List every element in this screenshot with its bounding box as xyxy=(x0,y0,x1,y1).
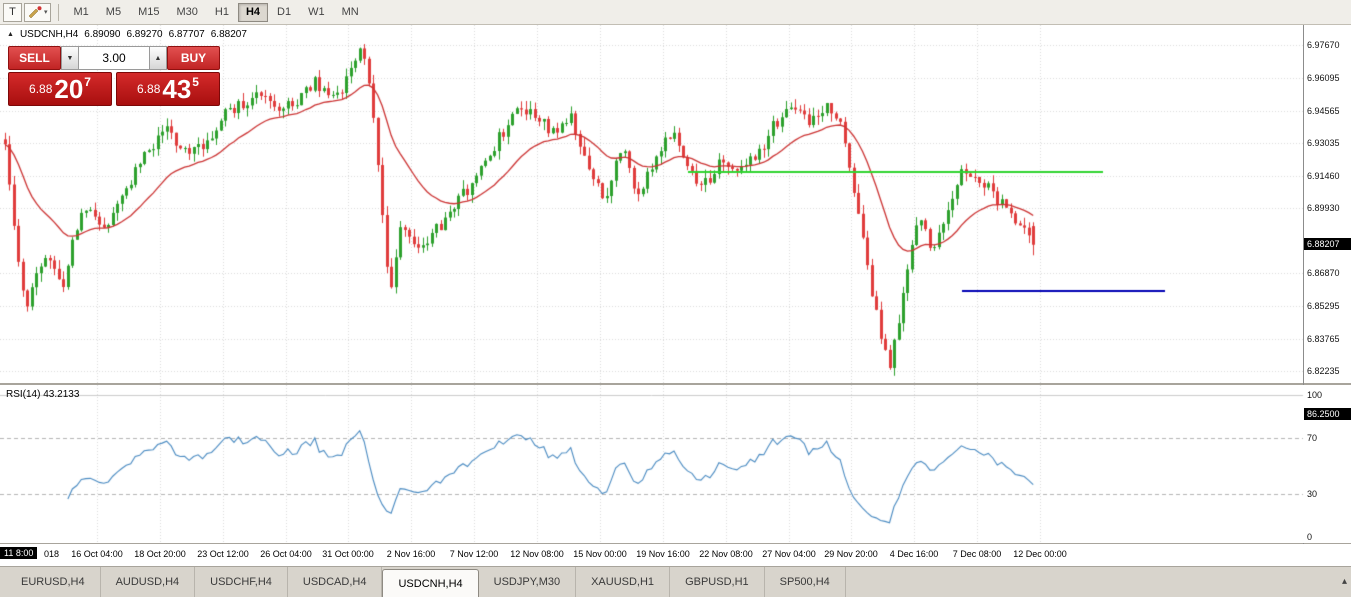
bid-price[interactable]: 6.88 20 7 xyxy=(8,72,112,106)
rsi-axis-separator xyxy=(0,543,1351,544)
time-axis-label: 29 Nov 20:00 xyxy=(824,549,878,559)
bid-price-big: 20 xyxy=(54,74,84,104)
bid-price-small: 6.88 xyxy=(29,82,53,96)
one-click-trade-panel: SELL ▼ 3.00 ▲ BUY 6.88 20 7 6.88 43 5 xyxy=(8,46,220,106)
current-price-badge: 6.88207 xyxy=(1304,237,1351,250)
time-axis-label: 18 Oct 20:00 xyxy=(134,549,186,559)
sell-button[interactable]: SELL xyxy=(8,46,61,70)
chart-open-value: 6.89090 xyxy=(84,29,121,40)
rsi-scale-label: 30 xyxy=(1307,489,1318,500)
time-axis-label: 22 Nov 08:00 xyxy=(699,549,753,559)
rsi-label: RSI(14) 43.2133 xyxy=(6,389,80,400)
timeframe-button-mn[interactable]: MN xyxy=(341,6,359,18)
tab-gbpusd[interactable]: GBPUSD,H1 xyxy=(670,567,765,597)
time-axis-label: 27 Nov 04:00 xyxy=(762,549,816,559)
price-scale-label: 6.86870 xyxy=(1307,267,1340,278)
rsi-scale-label: 0 xyxy=(1307,532,1313,542)
volume-input[interactable]: 3.00 xyxy=(79,46,149,70)
rsi-badge: 86.2500 xyxy=(1304,407,1351,420)
chart-low-value: 6.87707 xyxy=(168,29,205,40)
timeframe-button-m15[interactable]: M15 xyxy=(138,6,160,18)
tab-audusd[interactable]: AUDUSD,H4 xyxy=(101,567,196,597)
ask-price-small: 6.88 xyxy=(137,82,161,96)
tab-eurusd[interactable]: EURUSD,H4 xyxy=(6,567,101,597)
main-chart-canvas[interactable] xyxy=(0,25,1351,383)
tick-up-icon: ▲ xyxy=(7,31,14,38)
time-axis-label: 12 Dec 00:00 xyxy=(1013,549,1067,559)
chart-info: ▲ USDCNH,H4 6.89090 6.89270 6.87707 6.88… xyxy=(7,29,247,40)
time-axis[interactable]: 11 8:00 018 16 Oct 04:00 18 Oct 20:00 23 O… xyxy=(0,544,1351,566)
time-axis-label: 31 Oct 00:00 xyxy=(322,549,374,559)
price-scale-label: 6.97670 xyxy=(1307,39,1340,50)
ask-price[interactable]: 6.88 43 5 xyxy=(116,72,220,106)
price-scale-label: 6.93035 xyxy=(1307,137,1340,148)
timeframe-group: M1 M5 M15 M30 H1 H4 D1 W1 MN xyxy=(66,2,367,22)
buy-button[interactable]: BUY xyxy=(167,46,220,70)
chevron-down-icon: ▾ xyxy=(44,9,48,16)
time-axis-label: 2 Nov 16:00 xyxy=(386,549,436,559)
timeframe-button-h4[interactable]: H4 xyxy=(237,2,269,22)
time-axis-label: 12 Nov 08:00 xyxy=(510,549,564,559)
axis-tabs-separator xyxy=(0,566,1351,567)
chart-tab-bar: EURUSD,H4 AUDUSD,H4 USDCHF,H4 USDCAD,H4 USDC… xyxy=(0,567,1351,597)
ask-price-sup: 5 xyxy=(192,75,199,89)
draw-style-button[interactable]: ▾ xyxy=(24,2,51,22)
chart-symbol-period: USDCNH,H4 xyxy=(19,29,79,40)
price-scale-divider xyxy=(1303,25,1304,566)
volume-increase-button[interactable]: ▲ xyxy=(149,46,167,70)
time-axis-label: 4 Dec 16:00 xyxy=(889,549,939,559)
price-scale-label: 6.91460 xyxy=(1307,171,1340,182)
chart-close-value: 6.88207 xyxy=(210,29,247,40)
tab-scroll-icon[interactable]: ▴ xyxy=(1341,576,1347,587)
tab-usdjpy[interactable]: USDJPY,M30 xyxy=(479,567,577,597)
volume-decrease-button[interactable]: ▼ xyxy=(61,46,79,70)
trade-panel-controls: SELL ▼ 3.00 ▲ BUY xyxy=(8,46,220,70)
rsi-scale-label: 70 xyxy=(1307,432,1318,443)
timeframe-button-w1[interactable]: W1 xyxy=(308,6,325,18)
tab-usdchf[interactable]: USDCHF,H4 xyxy=(195,567,288,597)
chart-tabs: EURUSD,H4 AUDUSD,H4 USDCHF,H4 USDCAD,H4 USDC… xyxy=(0,567,846,597)
draw-style-icon xyxy=(28,6,42,19)
chart-rsi-splitter[interactable] xyxy=(0,383,1351,385)
time-axis-label: 15 Nov 00:00 xyxy=(573,549,627,559)
time-axis-label: 16 Oct 04:00 xyxy=(71,549,123,559)
ask-price-big: 43 xyxy=(162,74,192,104)
top-toolbar: T ▾ M1 M5 M15 M30 H1 H4 D1 W1 MN xyxy=(0,0,1351,25)
timeframe-button-d1[interactable]: D1 xyxy=(277,6,292,18)
price-scale-label: 6.94565 xyxy=(1307,105,1340,116)
tab-usdcnh[interactable]: USDCNH,H4 xyxy=(382,569,479,597)
timeframe-button-h1[interactable]: H1 xyxy=(214,6,229,18)
bid-price-sup: 7 xyxy=(84,75,91,89)
time-axis-label: 23 Oct 12:00 xyxy=(197,549,249,559)
price-scale-label: 6.85295 xyxy=(1307,301,1340,312)
time-axis-label: 26 Oct 04:00 xyxy=(260,549,312,559)
cursor-time-badge: 11 8:00 xyxy=(0,547,38,559)
price-scale[interactable]: 6.97670 6.96095 6.94565 6.93035 6.91460 6.899… xyxy=(1306,0,1351,597)
tab-sp500[interactable]: SP500,H4 xyxy=(765,567,846,597)
time-axis-label: 7 Dec 08:00 xyxy=(952,549,1002,559)
text-tool-button[interactable]: T xyxy=(3,2,22,22)
price-scale-label: 6.82235 xyxy=(1307,365,1340,376)
chart-high-value: 6.89270 xyxy=(126,29,163,40)
time-axis-label: 7 Nov 12:00 xyxy=(449,549,499,559)
price-scale-label: 6.89930 xyxy=(1307,203,1340,214)
rsi-scale[interactable]: 100 70 30 0 xyxy=(1306,0,1351,597)
rsi-scale-label: 100 xyxy=(1307,390,1323,400)
price-scale-label: 6.96095 xyxy=(1307,73,1340,84)
trade-panel-quotes: 6.88 20 7 6.88 43 5 xyxy=(8,72,220,106)
tab-usdcad[interactable]: USDCAD,H4 xyxy=(288,567,383,597)
time-axis-partial-label: 018 xyxy=(44,549,60,559)
price-scale-label: 6.83765 xyxy=(1307,333,1340,344)
timeframe-button-m30[interactable]: M30 xyxy=(176,6,198,18)
rsi-canvas[interactable] xyxy=(0,385,1351,543)
time-axis-label: 19 Nov 16:00 xyxy=(636,549,690,559)
timeframe-button-m5[interactable]: M5 xyxy=(105,6,122,18)
tab-xauusd[interactable]: XAUUSD,H1 xyxy=(576,567,671,597)
timeframe-button-m1[interactable]: M1 xyxy=(73,6,89,18)
toolbar-separator xyxy=(57,3,59,21)
